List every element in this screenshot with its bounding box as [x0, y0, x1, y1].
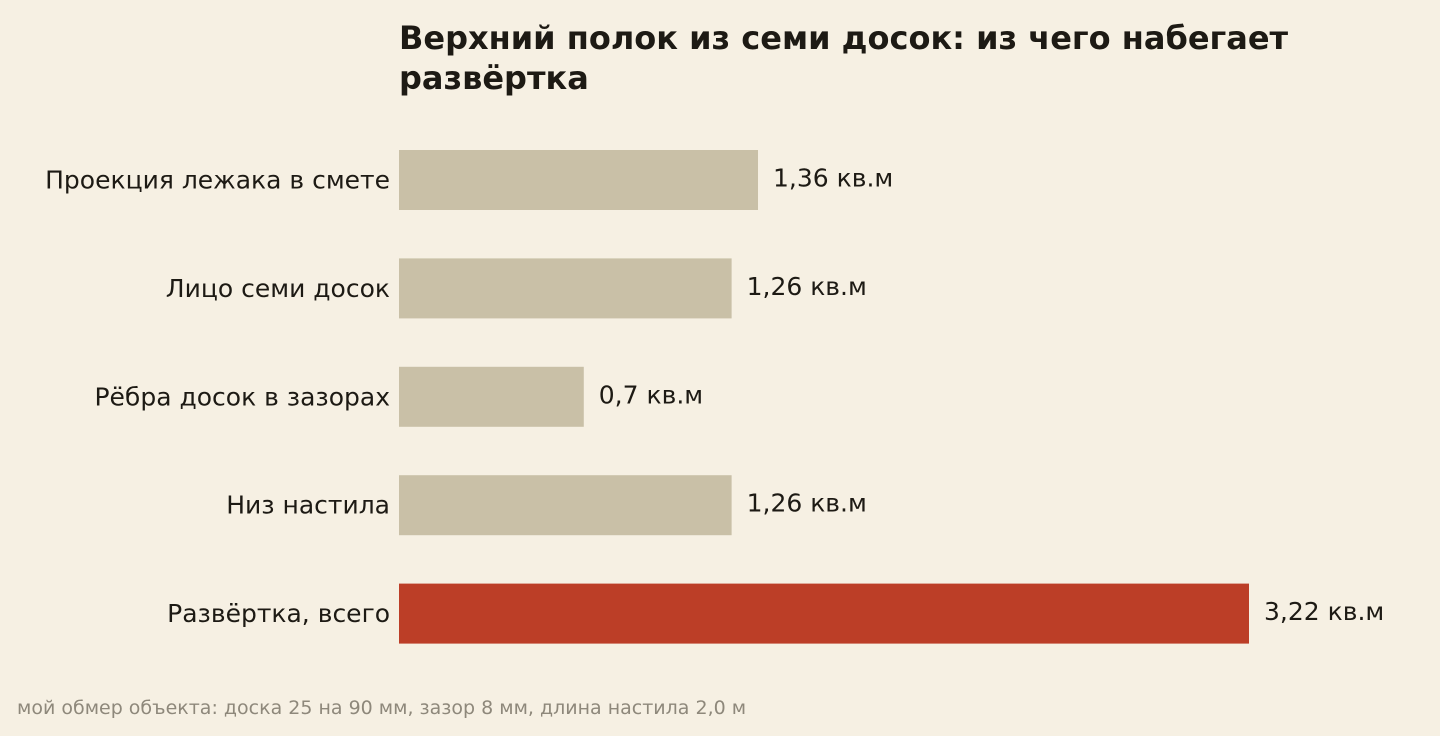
category-label-3: Рёбра досок в зазорах — [94, 382, 390, 411]
category-label-2: Лицо семи досок — [166, 274, 390, 303]
value-label-4: 1,26 кв.м — [747, 489, 867, 518]
value-label-2: 1,26 кв.м — [747, 272, 867, 301]
value-label-3: 0,7 кв.м — [599, 380, 703, 409]
category-label-1: Проекция лежака в смете — [45, 166, 390, 195]
category-label-5: Развёртка, всего — [167, 599, 390, 628]
bar-3 — [399, 366, 584, 427]
bar-1 — [399, 150, 759, 210]
value-label-1: 1,36 кв.м — [773, 164, 893, 193]
category-label-4: Низ настила — [226, 491, 390, 520]
chart-footnote: мой обмер объекта: доска 25 на 90 мм, за… — [17, 697, 747, 719]
bar-5 — [399, 583, 1249, 644]
bar-4 — [399, 475, 732, 536]
bar-2 — [399, 258, 732, 319]
chart-title: Верхний полок из семи досок: из чего наб… — [399, 19, 1289, 97]
value-label-5: 3,22 кв.м — [1264, 597, 1384, 626]
